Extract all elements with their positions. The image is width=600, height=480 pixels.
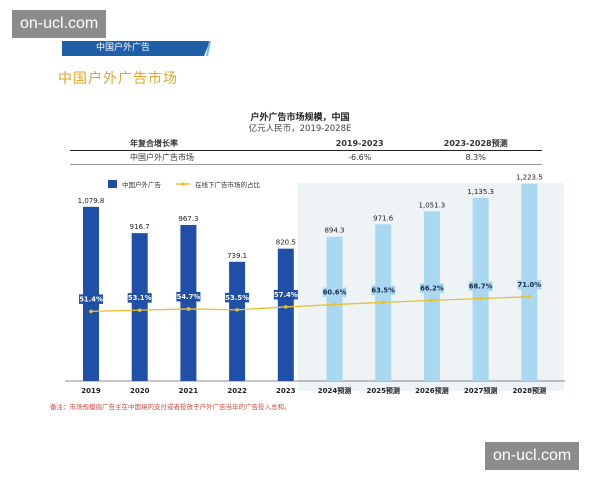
share-line (90, 296, 530, 313)
bar-label-2019: 1,079.8 (78, 197, 105, 205)
bar-2021 (180, 224, 197, 381)
legend-swatch-bar (108, 180, 117, 188)
share-label-2024预测: 60.6% (323, 289, 347, 297)
share-marker-2021 (186, 307, 191, 311)
share-marker-2022 (235, 308, 239, 312)
share-label-bg-2028预测 (517, 279, 542, 290)
watermark-bottom: on-ucl.com (485, 442, 580, 470)
chart-subtitle: 亿元人民币，2019-2028E (248, 124, 352, 134)
cagr-table: 年复合增长率 2019-2023 2023-2028预测 中国户外广告市场 -6… (70, 137, 542, 165)
bar-2024预测 (326, 236, 343, 381)
page-title: 中国户外广告市场 (58, 71, 178, 87)
bar-label-2027预测: 1,135.3 (467, 188, 494, 196)
share-marker-2027预测 (478, 296, 483, 301)
share-label-bg-2020 (127, 293, 152, 303)
bar-label-2026预测: 1,051.3 (419, 201, 446, 209)
cagr-header-label: 年复合增长率 (70, 137, 310, 151)
x-tick-label-2027预测: 2027预测 (464, 386, 497, 395)
bar-label-2020: 916.7 (130, 223, 150, 231)
x-tick-label-2019: 2019 (81, 387, 101, 395)
share-label-2021: 54.7% (177, 293, 201, 301)
share-label-2028预测: 71.0% (518, 281, 542, 289)
share-marker-2020 (137, 308, 142, 312)
cagr-value-period-2: 8.3% (409, 150, 542, 165)
watermark-top: on-ucl.com (12, 10, 107, 38)
section-bar-accent (206, 41, 211, 56)
x-tick-label-2022: 2022 (227, 387, 247, 395)
share-label-bg-2023 (273, 289, 298, 300)
x-tick-label-2021: 2021 (179, 387, 199, 395)
share-label-2025预测: 63.5% (371, 286, 395, 294)
share-label-bg-2019 (79, 294, 103, 304)
x-tick-label-2023: 2023 (276, 387, 296, 395)
share-label-2027预测: 68.7% (469, 283, 493, 291)
cagr-header-period-2: 2023-2028预测 (409, 137, 542, 151)
bar-label-2028预测: 1,223.5 (516, 174, 543, 182)
footnote: 备注：市场规模指广告主在中国境内支付或者投放于户外广告当年的广告投入总和。 (50, 403, 291, 411)
section-label-bar: 中国户外广告 (62, 41, 210, 56)
x-tick-label-2028预测: 2028预测 (513, 386, 546, 395)
cagr-header-period-1: 2019-2023 (310, 137, 410, 151)
bar-label-2024预测: 894.3 (324, 227, 344, 235)
x-tick-label-2020: 2020 (130, 387, 150, 395)
bar-label-2023: 820.5 (276, 239, 296, 247)
share-label-bg-2026预测 (419, 283, 444, 293)
share-marker-2019 (89, 309, 93, 314)
share-label-2023: 57.4% (274, 291, 298, 299)
share-marker-2023 (284, 305, 288, 309)
share-marker-2026预测 (430, 298, 434, 303)
bar-2020 (131, 233, 148, 381)
cagr-value-period-1: -6.6% (310, 150, 410, 165)
cagr-table-row: 中国户外广告市场 -6.6% 8.3% (70, 150, 542, 165)
cagr-table-header: 年复合增长率 2019-2023 2023-2028预测 (70, 137, 542, 151)
x-tick-label-2026预测: 2026预测 (415, 386, 448, 395)
legend-label-line: 在线下广告市场的占比 (195, 180, 261, 189)
share-marker-2024预测 (332, 302, 337, 307)
bar-2019 (83, 206, 99, 381)
x-tick-label-2025预测: 2025预测 (366, 386, 399, 395)
share-label-bg-2027预测 (468, 281, 493, 292)
share-label-bg-2025预测 (371, 285, 396, 295)
x-tick-label-2024预测: 2024预测 (318, 386, 351, 395)
share-label-2019: 51.4% (79, 295, 103, 303)
share-label-2022: 53.5% (225, 294, 249, 302)
share-label-bg-2024预测 (322, 287, 347, 298)
share-marker-2025预测 (381, 300, 386, 305)
share-label-2026预测: 66.2% (420, 284, 444, 292)
bar-2023 (277, 248, 294, 381)
bar-label-2021: 967.3 (178, 215, 198, 223)
bar-label-2022: 739.1 (227, 252, 247, 260)
bar-2026预测 (423, 211, 440, 381)
bar-2022 (229, 261, 246, 381)
chart-title: 户外广告市场规模，中国 (250, 113, 350, 123)
share-label-bg-2021 (176, 291, 201, 302)
bar-label-2025预测: 971.6 (373, 214, 394, 222)
legend-swatch-marker (181, 182, 185, 186)
share-marker-2028预测 (527, 295, 532, 299)
share-label-bg-2022 (225, 292, 250, 303)
cagr-row-label: 中国户外广告市场 (70, 150, 310, 165)
share-label-2020: 53.1% (128, 294, 152, 302)
legend-label-bar: 中国户外广告 (122, 180, 162, 189)
